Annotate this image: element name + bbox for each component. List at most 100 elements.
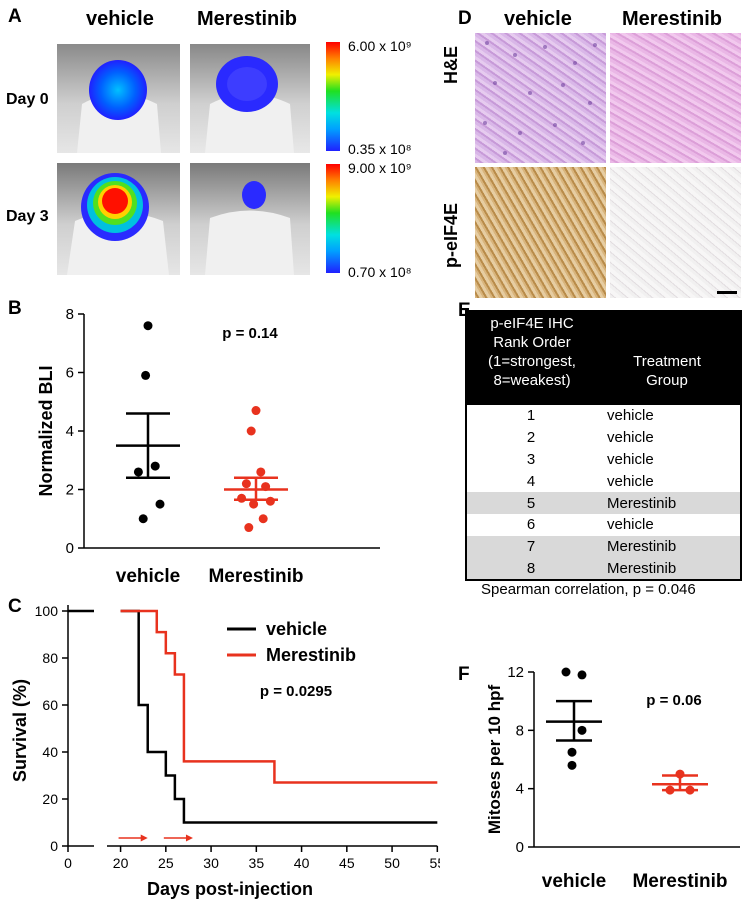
b-point-merestinib	[258, 514, 268, 524]
f-point-vehicle	[577, 670, 587, 680]
peif4e-merestinib-image	[610, 167, 741, 298]
panel-a-row-day0: Day 0	[6, 91, 49, 108]
group-cell: Merestinib	[607, 538, 677, 556]
b-point-merestinib	[241, 479, 251, 489]
panel-d-row-he: H&E	[441, 45, 461, 84]
panel-c-chart: 0 20 40 60 80 100 0 20 25 30 35 40 45 50 55 Survival (%…	[10, 603, 440, 899]
table-row: 5 Merestinib	[467, 492, 740, 514]
c-x-tick-label: 45	[339, 855, 355, 871]
b-point-vehicle	[150, 461, 160, 471]
c-x-tick-label: 20	[113, 855, 129, 871]
b-x-label: Merestinib	[208, 566, 303, 587]
c-x-axis-label: Days post-injection	[147, 879, 313, 899]
panel-b-chart: 0 2 4 6 8 Normalized BLI p = 0.14 vehicle Merest…	[36, 306, 380, 587]
colorbar-day0	[326, 42, 340, 151]
panel-d-letter: D	[458, 8, 472, 29]
group-cell: vehicle	[607, 407, 654, 425]
rank-cell: 3	[526, 450, 536, 468]
f-x-label: vehicle	[542, 871, 606, 892]
panel-d-row-peif4e: p-eIF4E	[441, 202, 461, 268]
colorbar-day3	[326, 164, 340, 273]
c-treatment-arrowhead	[140, 834, 148, 842]
colorbar-day0-min: 0.35 x 10⁸	[348, 141, 412, 157]
scale-bar	[717, 291, 737, 294]
c-x-tick-label: 40	[294, 855, 310, 871]
f-pvalue: p = 0.06	[646, 692, 701, 709]
c-y-tick-label: 0	[50, 838, 58, 854]
bli-merestinib-day3-image	[190, 163, 310, 275]
c-legend-label: vehicle	[266, 619, 327, 639]
c-y-tick-label: 80	[42, 650, 58, 666]
group-cell: Merestinib	[607, 494, 677, 512]
c-legend-label: Merestinib	[266, 645, 356, 665]
f-y-tick-label: 0	[516, 839, 524, 856]
rank-cell: 6	[526, 516, 536, 534]
c-survival-vehicle	[120, 609, 438, 824]
panel-c-letter: C	[8, 596, 22, 617]
c-x-tick-label: 0	[64, 855, 72, 871]
b-point-merestinib	[251, 406, 261, 416]
panel-a-row-day3: Day 3	[6, 208, 49, 225]
he-vehicle-image	[475, 33, 606, 163]
rank-cell: 7	[526, 538, 536, 556]
b-point-vehicle	[133, 467, 143, 477]
b-point-vehicle	[138, 514, 148, 524]
b-y-tick-label: 4	[66, 423, 74, 440]
rank-cell: 5	[526, 494, 536, 512]
colorbar-day3-min: 0.70 x 10⁸	[348, 264, 412, 280]
b-point-merestinib	[237, 493, 247, 503]
rank-table-header: p-eIF4E IHC Rank Order (1=strongest, 8=w…	[467, 312, 740, 405]
b-pvalue: p = 0.14	[222, 325, 278, 342]
b-x-label: vehicle	[116, 566, 180, 587]
rank-cell: 8	[526, 559, 536, 577]
c-survival-merestinib	[120, 609, 438, 784]
panel-b-letter: B	[8, 298, 22, 319]
rank-table: 1 vehicle 2 vehicle 3 vehicle 4 vehicle 5 Meresti…	[467, 405, 740, 580]
c-y-tick-label: 60	[42, 697, 58, 713]
c-x-tick-label: 25	[158, 855, 174, 871]
c-x-tick-label: 30	[203, 855, 219, 871]
bli-vehicle-day0-image	[57, 44, 180, 153]
rank-cell: 2	[526, 429, 536, 447]
c-treatment-arrowhead	[185, 834, 193, 842]
f-point-vehicle	[567, 760, 577, 770]
c-y-tick-label: 20	[42, 791, 58, 807]
group-header: Treatment Group	[633, 353, 701, 389]
he-merestinib-image	[610, 33, 741, 163]
panel-f-letter: F	[458, 664, 470, 685]
b-y-tick-label: 8	[66, 306, 74, 323]
colorbar-day3-max: 9.00 x 10⁹	[348, 160, 412, 176]
rank-cell: 4	[526, 472, 536, 490]
f-point-vehicle	[577, 725, 587, 735]
panel-a-letter: A	[8, 6, 22, 27]
bli-vehicle-day3-image	[57, 163, 180, 275]
table-row: 3 vehicle	[467, 449, 740, 471]
table-row: 4 vehicle	[467, 470, 740, 492]
b-point-merestinib	[256, 467, 266, 477]
bli-merestinib-day0-image	[190, 44, 310, 153]
c-pvalue: p = 0.0295	[260, 683, 332, 700]
b-point-merestinib	[249, 499, 259, 509]
b-point-merestinib	[265, 496, 275, 506]
c-y-tick-label: 100	[35, 603, 59, 619]
b-y-tick-label: 2	[66, 482, 74, 499]
group-cell: vehicle	[607, 516, 654, 534]
f-y-tick-label: 4	[516, 781, 524, 798]
group-cell: vehicle	[607, 472, 654, 490]
c-x-tick-label: 50	[384, 855, 400, 871]
panel-a-col-vehicle: vehicle	[86, 8, 154, 30]
b-y-axis-label: Normalized BLI	[36, 365, 56, 496]
colorbar-day0-max: 6.00 x 10⁹	[348, 38, 412, 54]
table-row: 8 Merestinib	[467, 557, 740, 580]
table-row: 1 vehicle	[467, 405, 740, 427]
spearman-footer: Spearman correlation, p = 0.046	[481, 581, 696, 598]
b-point-merestinib	[246, 426, 256, 436]
f-y-tick-label: 8	[516, 722, 524, 739]
b-point-vehicle	[141, 370, 151, 380]
b-point-merestinib	[244, 523, 254, 533]
rank-table-frame	[465, 310, 742, 581]
table-row: 6 vehicle	[467, 514, 740, 536]
f-y-axis-label: Mitoses per 10 hpf	[485, 685, 504, 835]
peif4e-vehicle-image	[475, 167, 606, 298]
